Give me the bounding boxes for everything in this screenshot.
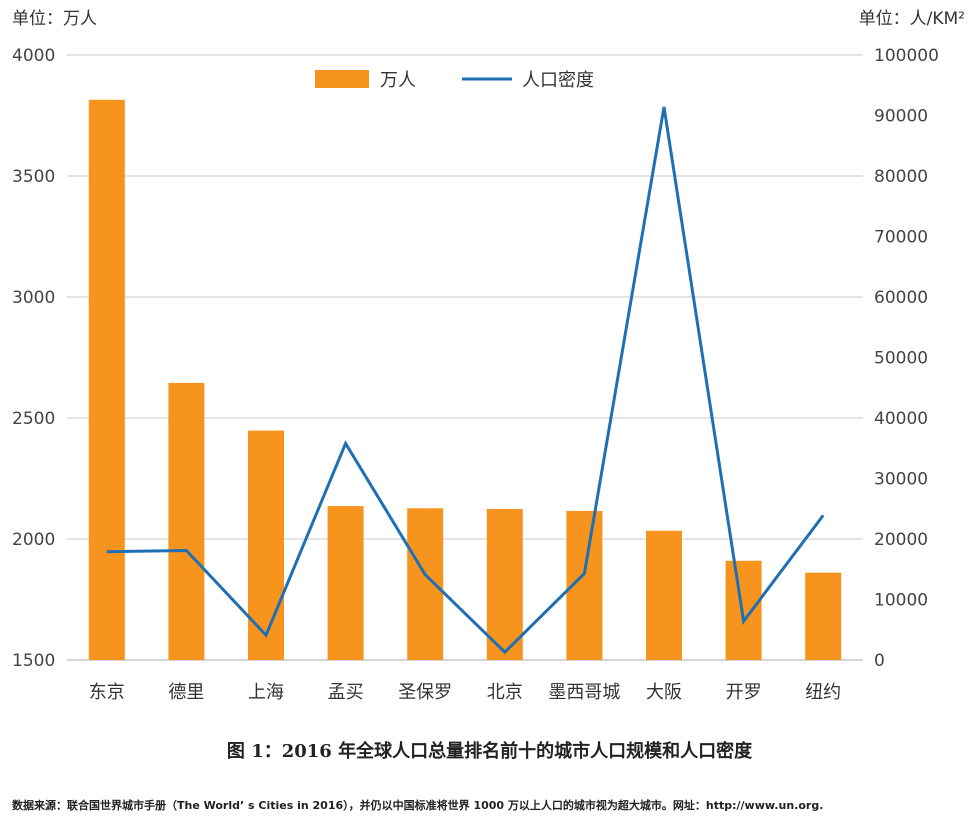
category-label: 墨西哥城 [548, 682, 620, 703]
category-label: 圣保罗 [398, 682, 452, 703]
right-tick-label: 80000 [874, 167, 928, 187]
left-tick-label: 2000 [12, 530, 55, 550]
bar-10 [805, 572, 842, 660]
right-axis: 0 10000 20000 30000 40000 50000 60000 70000 8000… [874, 46, 939, 671]
bar-4 [327, 506, 364, 660]
legend-bar-label: 万人 [380, 70, 416, 91]
left-tick-label: 3000 [12, 288, 55, 308]
density-line [106, 106, 825, 655]
category-label: 北京 [487, 682, 523, 703]
left-axis-unit: 单位：万人 [12, 9, 97, 29]
category-label: 德里 [168, 682, 204, 703]
right-tick-label: 20000 [874, 530, 928, 550]
right-tick-label: 10000 [874, 591, 928, 611]
category-label: 纽约 [805, 682, 841, 703]
right-tick-label: 40000 [874, 409, 928, 429]
bar-8 [646, 530, 682, 660]
left-tick-label: 2500 [12, 409, 55, 429]
bar-2 [168, 382, 205, 660]
right-tick-label: 90000 [874, 107, 928, 127]
left-tick-label: 3500 [12, 167, 55, 187]
legend: 万人 人口密度 [315, 70, 594, 91]
left-tick-label: 4000 [12, 46, 55, 66]
right-tick-label: 60000 [874, 288, 928, 308]
right-axis-unit: 单位：人/KM² [859, 9, 965, 29]
bar-3 [248, 430, 284, 660]
line-series [106, 106, 825, 655]
legend-line-label: 人口密度 [522, 70, 594, 91]
right-tick-label: 70000 [874, 228, 928, 248]
bar-1 [88, 99, 125, 660]
bar-6 [486, 508, 523, 660]
figure-caption: 图 1：2016 年全球人口总量排名前十的城市人口规模和人口密度 [226, 741, 753, 762]
category-label: 开罗 [726, 682, 762, 703]
bar-9 [725, 560, 762, 660]
right-tick-label: 50000 [874, 349, 928, 369]
category-label: 大阪 [646, 682, 682, 703]
bar-5 [407, 508, 444, 660]
category-label: 上海 [248, 682, 284, 703]
left-tick-label: 1500 [12, 651, 55, 671]
left-axis: 1500 2000 2500 3000 3500 4000 [12, 46, 55, 671]
source-note: 数据来源：联合国世界城市手册（The World’ s Cities in 20… [12, 799, 824, 812]
x-axis: 东京 德里 上海 孟买 圣保罗 北京 墨西哥城 大阪 开罗 纽约 [89, 682, 841, 703]
bar-series [88, 99, 842, 660]
right-tick-label: 30000 [874, 470, 928, 490]
right-tick-label: 0 [874, 651, 885, 671]
chart: 单位：万人 单位：人/KM² 150020002500300035004000 … [12, 9, 965, 703]
category-label: 东京 [89, 682, 125, 703]
right-tick-label: 100000 [874, 46, 939, 66]
legend-bar-swatch [315, 70, 369, 88]
category-label: 孟买 [328, 682, 364, 703]
